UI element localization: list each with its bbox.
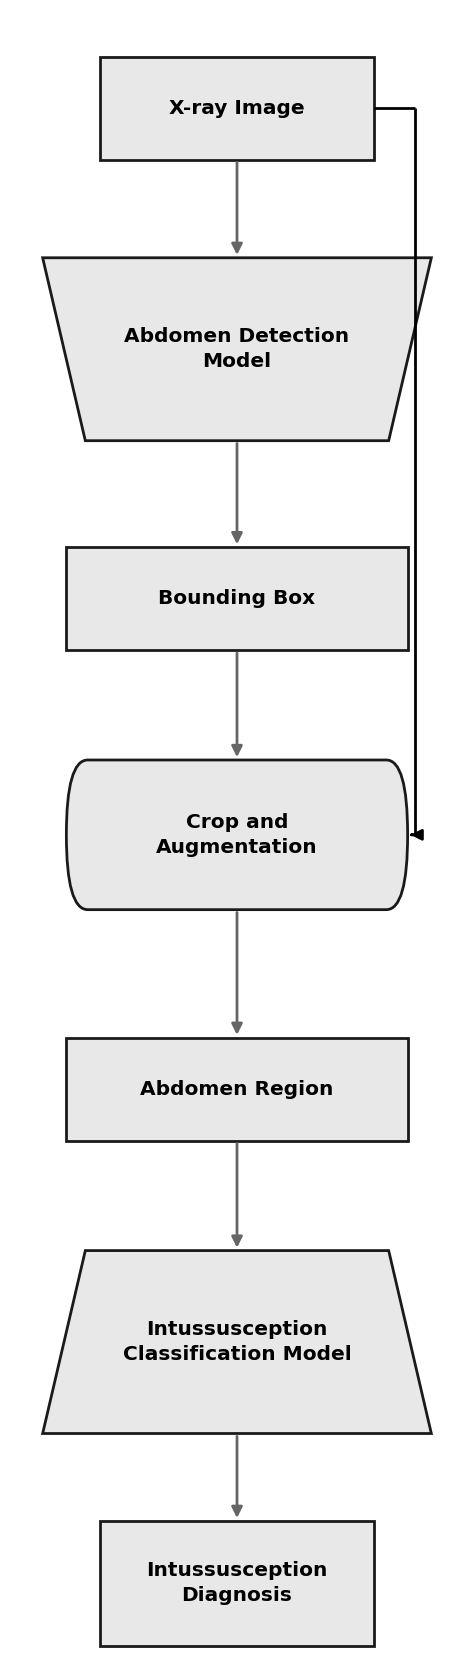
Text: X-ray Image: X-ray Image [169, 98, 305, 118]
Bar [100, 57, 374, 160]
FancyBboxPatch shape [66, 760, 408, 910]
Text: Abdomen Detection
Model: Abdomen Detection Model [125, 328, 349, 371]
Text: Intussusception
Classification Model: Intussusception Classification Model [123, 1320, 351, 1364]
Text: Bounding Box: Bounding Box [158, 589, 316, 609]
Polygon shape [43, 1251, 431, 1434]
Text: Crop and
Augmentation: Crop and Augmentation [156, 813, 318, 856]
Polygon shape [43, 258, 431, 441]
Text: Abdomen Region: Abdomen Region [140, 1079, 334, 1099]
Bar [66, 547, 408, 650]
Text: Intussusception
Diagnosis: Intussusception Diagnosis [146, 1562, 328, 1605]
Bar [100, 1520, 374, 1646]
Bar [66, 1038, 408, 1141]
